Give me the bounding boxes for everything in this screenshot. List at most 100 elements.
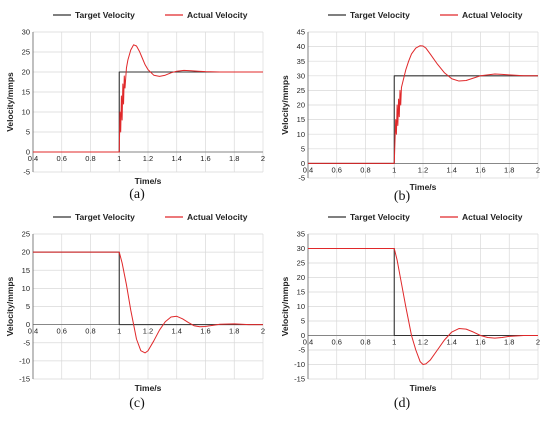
y-tick-label: 15 — [297, 288, 305, 297]
x-axis-title: Time/s — [410, 182, 437, 192]
x-tick-label: 0.4 — [28, 327, 38, 336]
y-tick-label: 0 — [301, 331, 305, 340]
y-tick-label: 30 — [297, 71, 305, 80]
x-tick-label: 1.2 — [418, 338, 428, 347]
y-tick-label: -15 — [19, 375, 30, 384]
y-axis-title: Velocity/mmps — [5, 72, 15, 132]
y-tick-label: 0 — [26, 148, 30, 157]
y-tick-label: 0 — [26, 320, 30, 329]
x-tick-label: 1.4 — [447, 338, 457, 347]
x-tick-label: 0.8 — [85, 154, 95, 163]
y-tick-label: 25 — [297, 259, 305, 268]
y-tick-label: 45 — [297, 28, 305, 37]
x-tick-label: 0.8 — [360, 338, 370, 347]
x-tick-label: 0.6 — [57, 327, 67, 336]
x-tick-label: 1.6 — [200, 327, 210, 336]
x-axis-title: Time/s — [135, 176, 162, 186]
x-tick-label: 1 — [392, 165, 396, 174]
legend-label-target: Target Velocity — [75, 212, 135, 222]
y-tick-label: 5 — [26, 302, 30, 311]
y-tick-label: 10 — [297, 130, 305, 139]
actual-velocity-line — [33, 251, 263, 354]
chart-panel-a: -5 0 5 10 15 20 25 30 0.4 0.6 0.8 1 1.2 1.4 1.6 1.8 2 Tar… — [5, 10, 265, 202]
x-axis-title: Time/s — [135, 383, 162, 393]
actual-velocity-line — [308, 248, 538, 365]
actual-velocity-line — [33, 44, 263, 153]
x-tick-label: 1 — [117, 154, 121, 163]
y-tick-label: -10 — [19, 356, 30, 365]
actual-velocity-line — [308, 45, 538, 164]
y-tick-label: 10 — [297, 302, 305, 311]
y-tick-label: 0 — [301, 159, 305, 168]
x-tick-label: 1.4 — [172, 327, 182, 336]
y-tick-label: -5 — [23, 168, 30, 177]
y-tick-label: 10 — [22, 284, 30, 293]
y-axis-title: Velocity/mmps — [5, 276, 15, 336]
y-tick-label: 35 — [297, 230, 305, 239]
panel-caption: (c) — [129, 396, 145, 411]
chart-panel-b: -5 0 5 10 15 20 25 30 35 40 45 0.4 0.6 0.8 1 1.2 1.4 1.6 1… — [280, 10, 540, 204]
y-tick-label: 35 — [297, 57, 305, 66]
y-tick-label: -10 — [294, 360, 305, 369]
x-tick-label: 1.4 — [172, 154, 182, 163]
x-tick-label: 0.6 — [332, 165, 342, 174]
y-tick-label: 5 — [301, 317, 305, 326]
x-tick-label: 1 — [117, 327, 121, 336]
y-tick-label: 15 — [297, 115, 305, 124]
y-tick-label: 40 — [297, 42, 305, 51]
x-tick-label: 2 — [536, 165, 540, 174]
x-tick-label: 1 — [392, 338, 396, 347]
y-axis-title: Velocity/mmps — [280, 75, 290, 135]
legend-label-target: Target Velocity — [350, 10, 410, 20]
x-tick-label: 1.6 — [200, 154, 210, 163]
legend-label-actual: Actual Velocity — [462, 10, 523, 20]
y-tick-label: 25 — [297, 86, 305, 95]
x-tick-label: 1.2 — [143, 154, 153, 163]
x-tick-label: 0.6 — [332, 338, 342, 347]
y-tick-label: -5 — [298, 346, 305, 355]
y-axis-title: Velocity/mmps — [280, 276, 290, 336]
chart-panel-d: -15 -10 -5 0 5 10 15 20 25 30 35 0.4 0.6 0.8 1 1.2 1.4 1.… — [280, 212, 540, 411]
x-tick-label: 2 — [261, 154, 265, 163]
panel-caption: (a) — [129, 187, 145, 202]
x-tick-label: 1.2 — [143, 327, 153, 336]
panel-caption: (b) — [394, 189, 411, 204]
x-tick-label: 0.6 — [57, 154, 67, 163]
x-tick-label: 2 — [536, 338, 540, 347]
chart-panel-c: -15 -10 -5 0 5 10 15 20 25 0.4 0.6 0.8 1 1.2 1.4 1.6 1.8… — [5, 212, 265, 411]
y-tick-label: -15 — [294, 375, 305, 384]
y-tick-label: 25 — [22, 48, 30, 57]
x-tick-label: 0.8 — [85, 327, 95, 336]
y-tick-label: 15 — [22, 88, 30, 97]
x-tick-label: 2 — [261, 327, 265, 336]
legend-label-target: Target Velocity — [75, 10, 135, 20]
x-tick-label: 0.4 — [303, 165, 313, 174]
y-tick-label: 25 — [22, 230, 30, 239]
y-tick-label: -5 — [23, 338, 30, 347]
x-tick-label: 1.8 — [229, 327, 239, 336]
y-tick-label: 5 — [301, 144, 305, 153]
legend-label-actual: Actual Velocity — [187, 10, 248, 20]
y-tick-label: 20 — [22, 248, 30, 257]
panel-caption: (d) — [394, 396, 411, 411]
x-tick-label: 1.2 — [418, 165, 428, 174]
y-tick-label: 30 — [297, 244, 305, 253]
x-tick-label: 1.8 — [504, 165, 514, 174]
x-tick-label: 0.4 — [303, 338, 313, 347]
legend-label-target: Target Velocity — [350, 212, 410, 222]
y-tick-label: 5 — [26, 128, 30, 137]
y-tick-label: 15 — [22, 266, 30, 275]
x-tick-label: 0.4 — [28, 154, 38, 163]
x-tick-label: 1.6 — [475, 338, 485, 347]
x-tick-label: 1.8 — [504, 338, 514, 347]
y-tick-label: 20 — [297, 101, 305, 110]
y-tick-label: 30 — [22, 28, 30, 37]
y-tick-label: 20 — [297, 273, 305, 282]
x-tick-label: 1.6 — [475, 165, 485, 174]
y-tick-label: 20 — [22, 68, 30, 77]
x-axis-title: Time/s — [410, 383, 437, 393]
x-tick-label: 1.4 — [447, 165, 457, 174]
legend-label-actual: Actual Velocity — [187, 212, 248, 222]
y-tick-label: 10 — [22, 108, 30, 117]
